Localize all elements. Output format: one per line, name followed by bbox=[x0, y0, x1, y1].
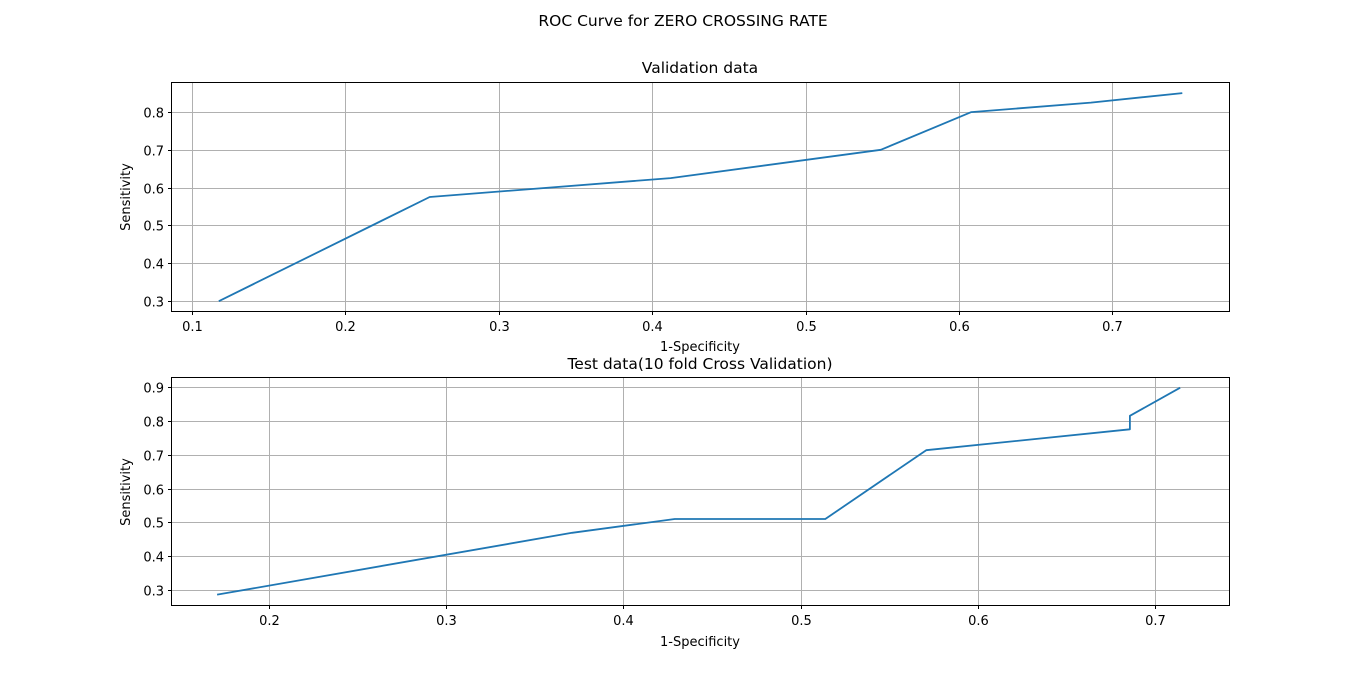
validation-y-tick-label: 0.4 bbox=[143, 258, 164, 273]
test-x-tick-label: 0.5 bbox=[791, 614, 812, 629]
validation-x-axis-label: 1-Specificity bbox=[660, 340, 740, 355]
validation-y-tick-label: 0.5 bbox=[143, 220, 164, 235]
validation-y-tick-label: 0.3 bbox=[143, 296, 164, 311]
validation-roc-line bbox=[218, 92, 1183, 303]
test-y-tick-label: 0.4 bbox=[143, 551, 164, 566]
validation-x-tick-label: 0.6 bbox=[949, 320, 970, 335]
validation-y-tick-label: 0.7 bbox=[143, 145, 164, 160]
test-x-tick-label: 0.7 bbox=[1145, 614, 1166, 629]
test-x-tick-label: 0.2 bbox=[259, 614, 280, 629]
validation-y-axis-label: Sensitivity bbox=[119, 163, 134, 231]
validation-x-tick-label: 0.4 bbox=[642, 320, 663, 335]
test-roc-line bbox=[216, 386, 1181, 596]
validation-x-tick-label: 0.5 bbox=[796, 320, 817, 335]
test-x-tick-label: 0.3 bbox=[436, 614, 457, 629]
test-x-tick-label: 0.4 bbox=[613, 614, 634, 629]
test-y-tick-label: 0.6 bbox=[143, 484, 164, 499]
validation-x-tick-label: 0.7 bbox=[1102, 320, 1123, 335]
test-x-tick-label: 0.6 bbox=[968, 614, 989, 629]
test-y-axis-label: Sensitivity bbox=[119, 458, 134, 526]
validation-y-tick-label: 0.6 bbox=[143, 183, 164, 198]
test-y-tick-label: 0.3 bbox=[143, 585, 164, 600]
test-y-tick-label: 0.7 bbox=[143, 450, 164, 465]
test-y-tick-label: 0.8 bbox=[143, 416, 164, 431]
validation-subplot-title: Validation data bbox=[642, 59, 758, 77]
validation-x-tick-label: 0.3 bbox=[489, 320, 510, 335]
test-subplot-title: Test data(10 fold Cross Validation) bbox=[566, 355, 832, 373]
validation-x-tick-label: 0.2 bbox=[335, 320, 356, 335]
test-x-axis-label: 1-Specificity bbox=[660, 635, 740, 650]
validation-subplot: Validation data 0.1 0.2 0.3 0.4 0.5 0.6 0.7 0.3… bbox=[119, 59, 1230, 355]
validation-y-tick-label: 0.8 bbox=[143, 107, 164, 122]
validation-x-tick-label: 0.1 bbox=[182, 320, 203, 335]
validation-plot-frame bbox=[171, 82, 1230, 312]
test-y-tick-label: 0.5 bbox=[143, 517, 164, 532]
test-plot-frame bbox=[171, 377, 1230, 606]
test-y-tick-label: 0.9 bbox=[143, 382, 164, 397]
figure-title: ROC Curve for ZERO CROSSING RATE bbox=[538, 12, 827, 30]
test-subplot: Test data(10 fold Cross Validation) 0.2 0… bbox=[119, 355, 1230, 650]
